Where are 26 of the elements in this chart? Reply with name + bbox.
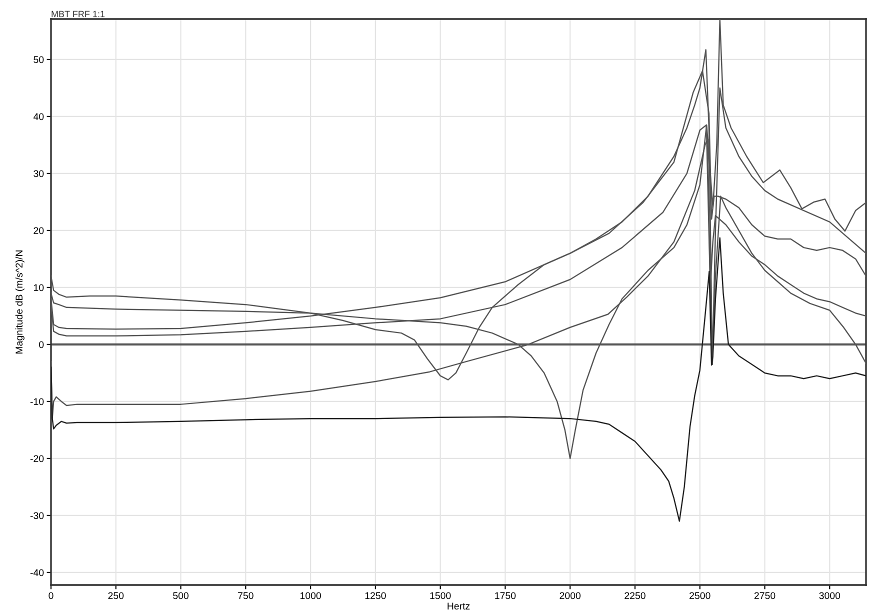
y-tick-label: -30 [30,512,44,520]
x-tick-label: 3000 [819,592,840,600]
x-tick-label: 1250 [365,592,386,600]
y-tick-label: 30 [34,170,44,178]
y-tick-label: 50 [34,56,44,64]
x-tick-label: 2750 [754,592,776,600]
x-tick-label: 250 [108,592,124,600]
y-tick-label: 10 [34,284,44,292]
x-tick-label: 1750 [495,592,516,600]
y-tick-label: -40 [30,569,44,576]
chart-title: MBT FRF 1:1 [52,10,105,18]
x-tick-label: 750 [238,592,254,600]
x-axis-title: Hertz [448,602,470,610]
x-tick-label: 1000 [300,592,321,600]
x-tick-label: 2500 [690,592,710,600]
y-tick-label: -10 [30,398,44,406]
x-tick-label: 1500 [430,592,451,600]
y-tick-label: -20 [30,455,44,462]
y-tick-label: 20 [34,227,44,234]
y-axis-title: Magnitude dB (m/s^2)/N [15,250,24,354]
x-tick-label: 2000 [560,592,581,600]
y-tick-label: 0 [39,341,44,348]
x-tick-label: 0 [48,592,54,600]
x-tick-label: 2250 [624,592,646,600]
x-tick-label: 500 [173,592,189,600]
y-tick-label: 40 [33,113,44,120]
